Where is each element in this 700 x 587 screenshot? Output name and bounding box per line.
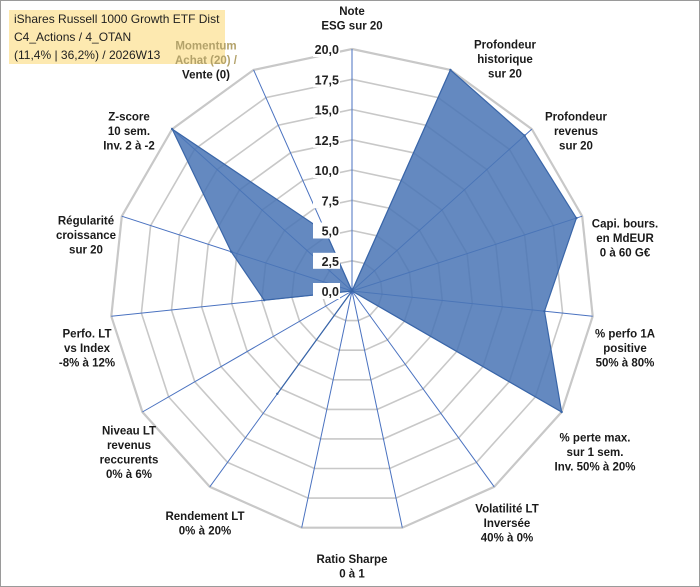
tick-label: 2,5 [322,255,339,269]
tick-label-bg [313,222,340,239]
tick-label-bg [313,162,340,178]
tick-label: 10,0 [315,164,339,178]
axis-spoke [351,290,495,488]
radar-series [170,68,578,414]
axis-spoke [301,290,353,528]
axis-label: Momentum Achat (20) / Vente (0) [175,41,238,82]
tick-label-bg [313,252,340,269]
grid-ring [110,47,594,529]
tick-label: 15,0 [315,104,339,118]
tick-label-bg [313,131,340,148]
axis-label: Profondeur historique sur 20 [474,40,536,81]
tick-label-bg [313,101,340,118]
tick-label-bg [313,192,340,209]
axis-label: Note ESG sur 20 [321,6,382,33]
axis-label: Volatilité LT Inversée 40% à 0% [475,504,538,545]
axis-label: Régularité croissance sur 20 [56,216,116,257]
chart-title-box [9,10,225,64]
axis-label: % perte max. sur 1 sem. Inv. 50% à 20% [555,433,636,474]
axis-label: Niveau LT revenus reccurents 0% à 6% [100,425,159,481]
axis-label: Profondeur revenus sur 20 [545,112,607,153]
series-point [230,250,233,253]
radar-tick-labels: 0,0 2,5 5,0 7,5 10,0 12,5 15,0 17,5 20,0 [313,41,340,299]
chart-title-line-3: (11,4% | 36,2%) / 2026W13 [14,48,161,62]
axis-spoke [142,290,353,413]
axis-label: % perfo 1A positive 50% à 80% [595,329,655,370]
axis-spoke [351,290,403,528]
tick-label: 7,5 [322,194,339,208]
radar-axis-labels: Note ESG sur 20 Profondeur historique sur 20… [56,6,658,581]
axis-label: Ratio Sharpe 0 à 1 [317,554,388,581]
series-point [263,299,266,302]
series-point [523,134,526,137]
tick-label: 0,0 [322,285,339,299]
series-point [350,289,354,293]
series-point [575,216,578,220]
tick-label-bg [313,283,340,299]
axis-label: Z-score 10 sem. Inv. 2 à -2 [103,112,155,153]
tick-label: 5,0 [322,225,339,239]
tick-label-bg [313,71,340,88]
series-point [449,68,452,72]
series-point [171,127,174,131]
tick-label: 20,0 [315,43,339,57]
axis-label: Perfo. LT vs Index -8% à 12% [59,329,115,370]
tick-label: 12,5 [315,134,339,148]
series-point [543,310,546,313]
axis-label: Capi. bours. en MdEUR 0 à 60 G€ [592,219,658,260]
chart-title-line-1: iShares Russell 1000 Growth ETF Dist [14,12,220,26]
tick-label: 17,5 [315,73,339,87]
series-area [170,68,578,414]
series-point [276,392,279,395]
axis-label: Rendement LT 0% à 20% [165,511,244,538]
chart-title-line-2: C4_Actions / 4_OTAN [14,30,132,44]
tick-label-bg [313,41,340,57]
series-point [560,410,563,414]
